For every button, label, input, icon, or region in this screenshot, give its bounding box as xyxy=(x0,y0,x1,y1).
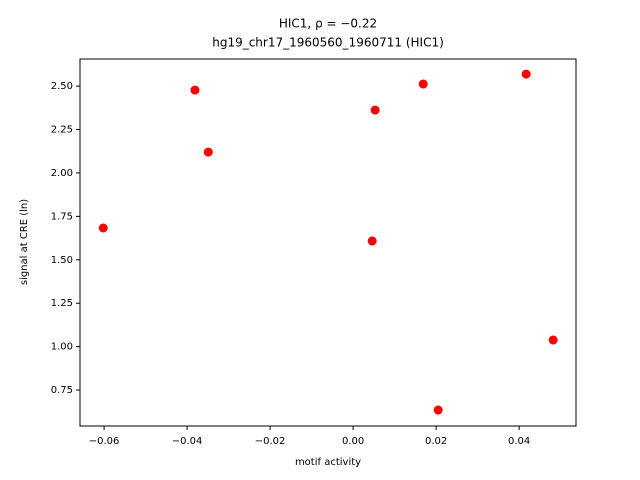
x-tick-label: 0.00 xyxy=(342,436,364,447)
chart-subtitle: hg19_chr17_1960560_1960711 (HIC1) xyxy=(212,36,444,50)
x-tick-label: −0.02 xyxy=(255,436,286,447)
x-axis-label: motif activity xyxy=(295,457,361,468)
point xyxy=(98,223,108,233)
y-tick-label: 2.50 xyxy=(51,81,73,92)
y-tick-label: 2.00 xyxy=(51,168,73,179)
x-tick-label: −0.04 xyxy=(172,436,203,447)
y-axis-label: signal at CRE (ln) xyxy=(19,199,30,285)
chart-title: HIC1, ρ = −0.22 xyxy=(279,17,377,31)
plot-frame xyxy=(79,58,577,427)
point xyxy=(548,335,558,345)
point xyxy=(370,105,380,115)
point xyxy=(367,236,377,246)
y-tick-label: 1.75 xyxy=(51,211,73,222)
point xyxy=(190,85,200,95)
point xyxy=(203,147,213,157)
y-tick-label: 1.00 xyxy=(51,342,73,353)
y-tick-label: 2.25 xyxy=(51,125,73,136)
x-tick-label: −0.06 xyxy=(89,436,120,447)
point xyxy=(521,69,531,79)
point xyxy=(418,79,428,89)
y-tick-label: 1.50 xyxy=(51,255,73,266)
point xyxy=(433,405,443,415)
x-tick-label: 0.02 xyxy=(425,436,447,447)
x-tick-label: 0.04 xyxy=(508,436,530,447)
y-tick-label: 1.25 xyxy=(51,298,73,309)
y-tick-label: 0.75 xyxy=(51,385,73,396)
